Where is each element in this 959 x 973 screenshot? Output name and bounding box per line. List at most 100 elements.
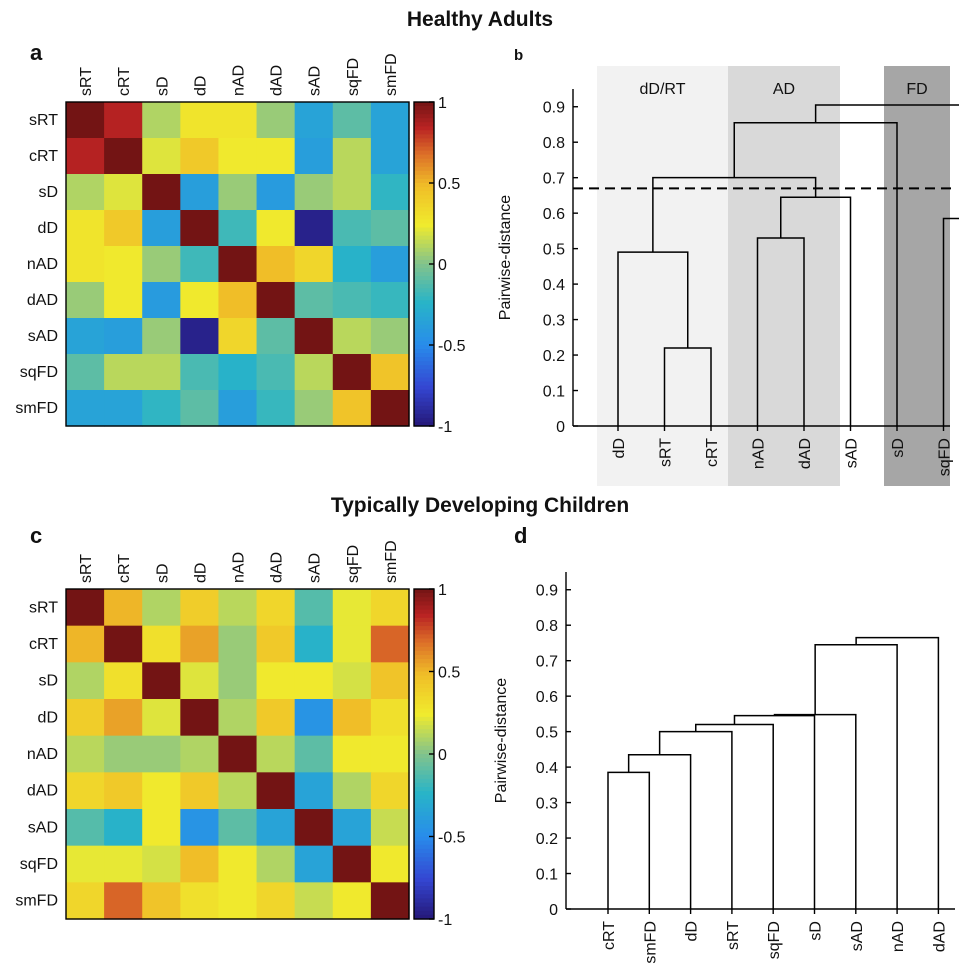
heatmap-cell xyxy=(218,390,258,427)
heatmap-cell xyxy=(294,735,334,773)
heatmap-cell xyxy=(218,809,258,847)
dendrogram-link xyxy=(695,723,774,909)
heatmap-cell xyxy=(218,246,258,283)
colorbar-segment xyxy=(414,393,434,399)
heatmap-cell xyxy=(180,699,220,737)
heatmap-cell xyxy=(142,589,181,627)
colorbar-segment xyxy=(414,642,434,648)
cluster-label: AD xyxy=(773,81,795,98)
colorbar-segment xyxy=(414,836,434,842)
colorbar-segment xyxy=(414,178,434,184)
colorbar-segment xyxy=(414,865,434,871)
heatmap-cell xyxy=(370,390,410,427)
colorbar-tick-label: -1 xyxy=(438,912,452,929)
colorbar-segment xyxy=(414,300,434,306)
heatmap-cell xyxy=(142,662,181,700)
colorbar-segment xyxy=(414,626,434,631)
column-label: sRT xyxy=(78,554,95,583)
title-healthy-adults: Healthy Adults xyxy=(407,8,553,31)
colorbar-tick-label: 1 xyxy=(438,95,447,112)
colorbar-segment xyxy=(414,683,434,689)
colorbar-segment xyxy=(414,803,434,809)
colorbar-segment xyxy=(414,255,434,261)
colorbar-segment xyxy=(414,357,434,362)
heatmap-cell xyxy=(294,809,334,847)
colorbar-segment xyxy=(414,716,434,722)
heatmap-cell xyxy=(66,662,105,700)
colorbar-segment xyxy=(414,890,434,895)
colorbar-segment xyxy=(414,377,434,383)
heatmap-cell xyxy=(142,354,181,391)
colorbar-segment xyxy=(414,102,434,107)
colorbar-segment xyxy=(414,622,434,627)
dendrogram-link xyxy=(617,251,689,426)
row-label: dAD xyxy=(27,783,58,800)
heatmap-cell xyxy=(180,625,220,663)
heatmap-cell xyxy=(180,390,220,427)
y-axis-label: Pairwise-distance xyxy=(493,678,510,803)
colorbar-segment xyxy=(414,745,434,751)
colorbar-segment xyxy=(414,292,434,297)
heatmap-cell xyxy=(294,318,334,355)
heatmap-cell xyxy=(180,246,220,283)
heatmap-cell xyxy=(142,625,181,663)
colorbar-segment xyxy=(414,385,434,391)
colorbar-segment xyxy=(414,191,434,196)
y-tick-label: 0.4 xyxy=(536,760,558,777)
column-label: cRT xyxy=(116,554,133,583)
heatmap-cell xyxy=(104,102,143,139)
heatmap-cell xyxy=(142,699,181,737)
colorbar-segment xyxy=(414,264,434,269)
heatmap-cell xyxy=(256,625,296,663)
heatmap-cell xyxy=(218,662,258,700)
column-label: sAD xyxy=(307,553,324,583)
colorbar-segment xyxy=(414,312,434,318)
column-label: dAD xyxy=(269,65,286,96)
row-label: smFD xyxy=(15,893,58,910)
colorbar-segment xyxy=(414,778,434,784)
heatmap-cell xyxy=(66,772,105,810)
row-label: sAD xyxy=(28,328,58,345)
colorbar-segment xyxy=(414,272,434,277)
colorbar-tick-label: 0.5 xyxy=(438,665,460,682)
heatmap-cell xyxy=(142,809,181,847)
colorbar-segment xyxy=(414,235,434,241)
leaf-label: dAD xyxy=(931,921,948,952)
leaf-label: dAD xyxy=(797,438,814,469)
heatmap-cell xyxy=(370,662,410,700)
colorbar-segment xyxy=(414,667,434,673)
colorbar-segment xyxy=(414,365,434,370)
heatmap-cell xyxy=(294,174,334,211)
y-tick-label: 0.5 xyxy=(543,242,565,259)
colorbar-segment xyxy=(414,259,434,265)
column-label: sD xyxy=(154,76,171,96)
heatmap-cell xyxy=(332,589,372,627)
heatmap-cell xyxy=(332,318,372,355)
heatmap-cell xyxy=(104,138,143,175)
colorbar-segment xyxy=(414,749,434,755)
heatmap-cell xyxy=(332,174,372,211)
leaf-label: sqFD xyxy=(766,921,783,959)
colorbar-segment xyxy=(414,646,434,652)
heatmap-cell xyxy=(294,138,334,175)
colorbar-segment xyxy=(414,914,434,920)
colorbar-segment xyxy=(414,106,434,111)
heatmap-cell xyxy=(142,318,181,355)
heatmap-cell xyxy=(294,210,334,247)
heatmap-cell xyxy=(142,282,181,319)
colorbar-segment xyxy=(414,114,434,119)
colorbar-segment xyxy=(414,782,434,788)
colorbar-segment xyxy=(414,894,434,899)
colorbar-segment xyxy=(414,617,434,623)
heatmap-cell xyxy=(294,102,334,139)
colorbar-tick-label: -0.5 xyxy=(438,338,466,355)
heatmap-cell xyxy=(66,174,105,211)
heatmap-cell xyxy=(218,138,258,175)
colorbar-segment xyxy=(414,158,434,164)
heatmap-cell xyxy=(332,138,372,175)
heatmap-cell xyxy=(180,845,220,883)
colorbar-segment xyxy=(414,634,434,640)
heatmap-cell xyxy=(104,210,143,247)
colorbar-segment xyxy=(414,807,434,813)
